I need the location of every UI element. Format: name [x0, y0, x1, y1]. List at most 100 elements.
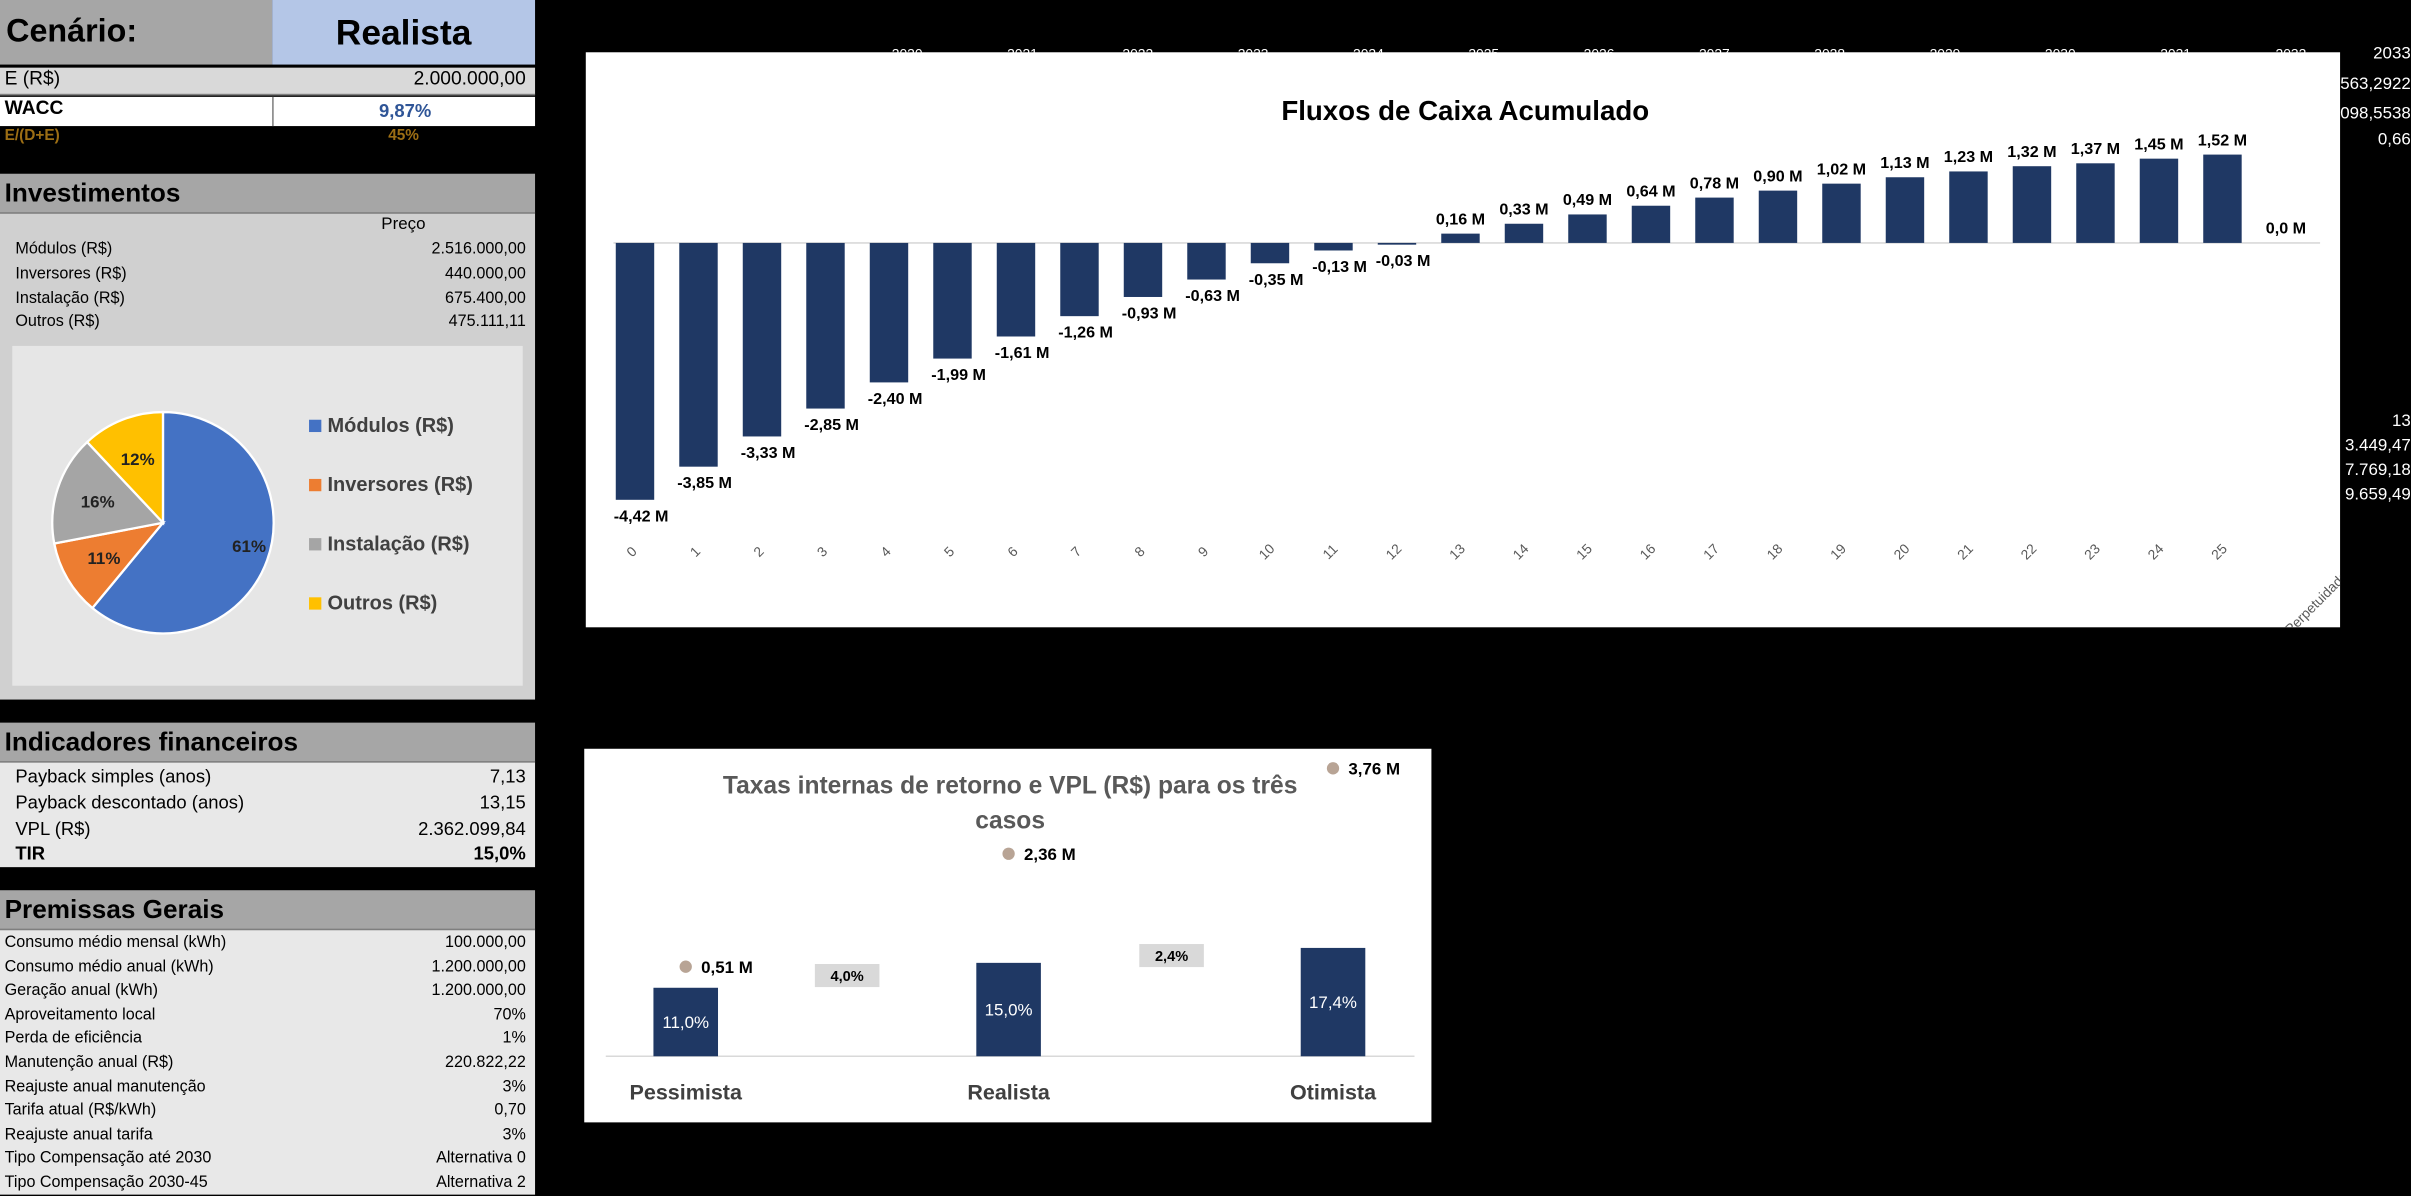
cashflow-data-label: 1,37 M — [2071, 140, 2120, 158]
category-tick-label: 7 — [1068, 543, 1085, 560]
category-tick-label: 13 — [1446, 540, 1468, 562]
cashflow-data-label: -1,61 M — [995, 344, 1050, 362]
premissa-label: Consumo médio mensal (kWh) — [4, 933, 227, 952]
vpl-label: 2,36 M — [1024, 845, 1076, 864]
category-tick-label: 22 — [2017, 540, 2039, 562]
chart-title-line2: casos — [975, 808, 1045, 835]
investimento-value[interactable]: 440.000,00 — [445, 264, 526, 283]
investimento-value[interactable]: 2.516.000,00 — [431, 239, 526, 259]
cashflow-bar — [1504, 223, 1544, 243]
edge-cell: 563,2922 — [2340, 75, 2411, 94]
indicador-value[interactable]: 7,13 — [489, 765, 526, 788]
premissa-row: Consumo médio anual (kWh) 1.200.000,00 — [0, 956, 535, 980]
cashflow-data-label: 0,0 M — [2266, 220, 2306, 238]
investimento-label: Inversores (R$) — [15, 264, 127, 283]
indicador-value[interactable]: 2.362.099,84 — [418, 817, 526, 839]
vpl-marker — [679, 960, 692, 973]
indicador-label: TIR — [15, 843, 46, 865]
cashflow-data-label: 0,33 M — [1499, 201, 1548, 219]
category-tick-label: 4 — [877, 543, 894, 560]
premissa-value[interactable]: 220.822,22 — [445, 1053, 526, 1072]
premissa-label: Perda de eficiência — [4, 1029, 142, 1048]
premissa-value[interactable]: 3% — [502, 1125, 526, 1144]
indicador-row: Payback descontado (anos) 13,15 — [0, 790, 535, 816]
indicadores-panel: Payback simples (anos) 7,13 Payback descon… — [0, 762, 536, 868]
premissa-value[interactable]: 3% — [502, 1077, 526, 1096]
premissa-value[interactable]: 1% — [502, 1029, 526, 1048]
legend-label: Inversores (R$) — [327, 474, 472, 496]
legend-label: Outros (R$) — [327, 593, 437, 615]
cashflow-bar — [869, 242, 909, 383]
indicador-label: Payback descontado (anos) — [15, 791, 245, 814]
cashflow-bar — [1250, 242, 1290, 264]
investimento-label: Instalação (R$) — [15, 288, 125, 307]
vpl-marker — [1002, 847, 1015, 860]
category-tick-label: 1 — [687, 543, 704, 560]
premissa-value[interactable]: 1.200.000,00 — [431, 957, 526, 976]
category-tick-label: 15 — [1573, 540, 1595, 562]
tir-bar — [976, 962, 1041, 1057]
investimento-value[interactable]: 475.111,11 — [448, 312, 526, 332]
diff-box — [814, 964, 880, 988]
category-tick-label: 23 — [2081, 540, 2103, 562]
chart-title-line1: Taxas internas de retorno e VPL (R$) par… — [723, 772, 1298, 799]
diff-label: 2,4% — [1155, 949, 1188, 965]
category-tick-label: 2 — [750, 543, 767, 560]
cashflow-data-label: -3,33 M — [741, 444, 796, 462]
premissa-row: Perda de eficiência 1% — [0, 1028, 535, 1052]
category-tick-label: 11 — [1319, 541, 1341, 563]
category-tick-label: 5 — [941, 543, 958, 560]
cashflow-data-label: -4,42 M — [614, 507, 669, 525]
cashflow-bar — [1187, 242, 1226, 280]
investimento-row: Outros (R$) 475.111,11 — [0, 311, 535, 335]
vpl-label: 3,76 M — [1348, 759, 1400, 778]
indicador-value[interactable]: 15,0% — [473, 843, 526, 865]
equity-value[interactable]: 2.000.000,00 — [413, 67, 526, 90]
tir-label: 11,0% — [662, 1013, 709, 1032]
premissa-label: Tipo Compensação 2030-45 — [4, 1173, 208, 1192]
cashflow-bar — [1885, 177, 1925, 243]
investimento-row: Módulos (R$) 2.516.000,00 — [0, 238, 535, 262]
premissa-value[interactable]: Alternativa 0 — [436, 1149, 526, 1168]
premissa-value[interactable]: 70% — [493, 1005, 526, 1024]
cashflow-bar — [996, 242, 1036, 337]
category-tick-label: 17 — [1700, 540, 1722, 562]
premissas-title: Premissas Gerais — [0, 890, 536, 931]
category-tick-label: 6 — [1004, 543, 1021, 560]
category-tick-label: 10 — [1255, 540, 1277, 562]
tir-vpl-chart-card[interactable]: Taxas internas de retorno e VPL (R$) par… — [584, 748, 1432, 1123]
cashflow-data-label: -1,26 M — [1058, 324, 1113, 342]
legend-swatch — [309, 419, 322, 433]
legend-swatch — [309, 478, 322, 492]
category-label: Pessimista — [630, 1080, 743, 1104]
tir-label: 15,0% — [985, 1001, 1033, 1020]
vpl-marker — [1326, 762, 1340, 775]
premissa-value[interactable]: 1.200.000,00 — [431, 981, 526, 1000]
equity-ratio-row: E/(D+E) 45% — [0, 128, 535, 150]
cashflow-data-label: 1,52 M — [2198, 131, 2247, 149]
legend-swatch — [309, 538, 322, 551]
equity-ratio-value: 45% — [388, 127, 419, 145]
indicador-label: Payback simples (anos) — [15, 765, 212, 788]
premissa-value[interactable]: 100.000,00 — [445, 933, 526, 952]
cashflow-bar — [806, 242, 845, 409]
pie-slice-label: 61% — [232, 537, 266, 556]
investimento-row: Inversores (R$) 440.000,00 — [0, 263, 535, 287]
premissa-row: Aproveitamento local 70% — [0, 1004, 535, 1028]
wacc-row: WACC 9,87% — [0, 96, 536, 127]
right-edge-middle: 13 3.449,47 7.769,18 9.659,49 — [2319, 412, 2411, 510]
indicador-value[interactable]: 13,15 — [479, 791, 526, 814]
edge-cell: 0,66 — [2377, 130, 2411, 150]
investimento-value[interactable]: 675.400,00 — [445, 288, 526, 307]
cashflow-chart-card[interactable]: Fluxos de Caixa Acumulado -4,42 M 0 -3,85 M… — [585, 52, 2351, 637]
pie-slice-label: 16% — [81, 493, 115, 512]
investimentos-title: Investimentos — [0, 173, 536, 214]
indicador-row: TIR 15,0% — [0, 842, 535, 868]
vpl-label: 0,51 M — [701, 958, 753, 977]
premissa-label: Tarifa atual (R$/kWh) — [4, 1101, 157, 1120]
scenario-value[interactable]: Realista — [272, 0, 536, 65]
premissa-value[interactable]: Alternativa 2 — [436, 1173, 526, 1192]
premissa-value[interactable]: 0,70 — [494, 1101, 526, 1120]
cashflow-bar — [1758, 190, 1798, 243]
cashflow-data-label: 1,32 M — [2007, 143, 2056, 161]
